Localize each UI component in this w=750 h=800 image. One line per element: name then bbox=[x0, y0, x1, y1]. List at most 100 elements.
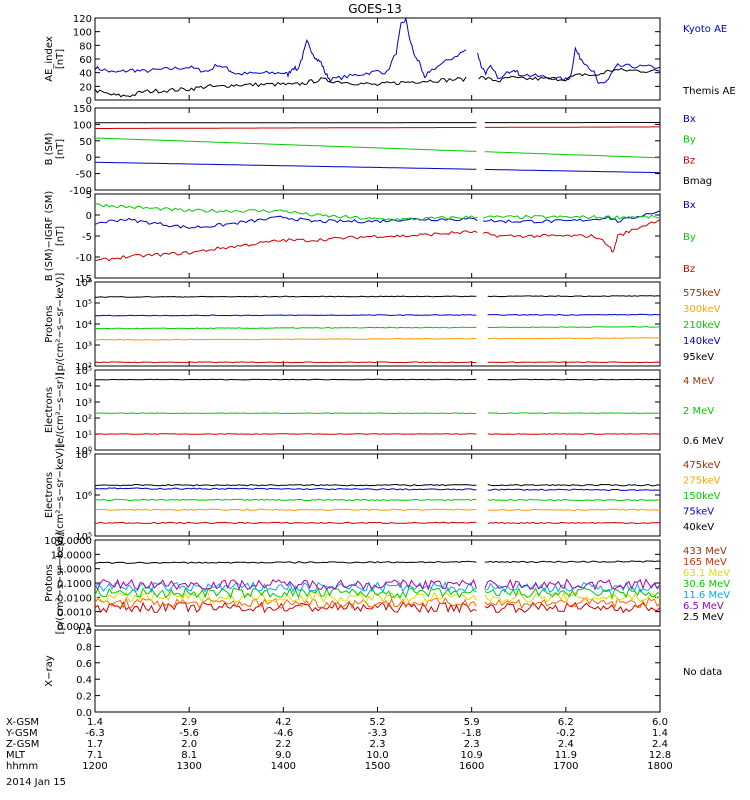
legend-entry: 4 MeV bbox=[683, 376, 714, 387]
y-tick-label: 0.0100 bbox=[57, 593, 92, 604]
y-tick-label: -10 bbox=[76, 253, 92, 264]
y-axis-label: [p/(cm²−s−sr−keV)] bbox=[55, 532, 66, 635]
panel-frame bbox=[94, 107, 661, 191]
y-tick-label: 10² bbox=[75, 362, 92, 373]
y-tick-label: 40 bbox=[79, 69, 92, 80]
orbit-value: 12.8 bbox=[649, 750, 671, 761]
y-axis-label: Protons bbox=[44, 564, 55, 601]
orbit-value: 1200 bbox=[82, 761, 107, 772]
orbit-value: 7.1 bbox=[87, 750, 103, 761]
y-axis-label: [nT] bbox=[55, 49, 66, 69]
orbit-value: 1.4 bbox=[87, 717, 103, 728]
series-line-2.5-mev bbox=[94, 560, 661, 565]
orbit-value: 1400 bbox=[271, 761, 296, 772]
orbit-value: 6.0 bbox=[652, 717, 668, 728]
y-tick-label: 0.0010 bbox=[57, 608, 92, 619]
y-tick-label: 0.4 bbox=[76, 675, 92, 686]
series-line-4-mev bbox=[94, 433, 661, 435]
y-tick-label: 5 bbox=[86, 190, 92, 201]
y-tick-label: 10² bbox=[75, 414, 92, 425]
y-tick-label: 100 bbox=[73, 28, 92, 39]
y-tick-label: 0.2 bbox=[76, 692, 92, 703]
orbit-value: -5.6 bbox=[179, 728, 199, 739]
orbit-value: 1700 bbox=[553, 761, 578, 772]
y-tick-label: 10³ bbox=[75, 398, 92, 409]
orbit-value: -1.8 bbox=[462, 728, 482, 739]
y-axis-label: [e/(cm²−s−sr)] bbox=[55, 372, 66, 448]
y-tick-label: 0.0 bbox=[76, 708, 92, 719]
series-line-2-mev bbox=[94, 412, 661, 415]
series-line-kyoto-ae bbox=[94, 16, 661, 85]
legend-entry: Bz bbox=[683, 264, 695, 275]
legend-entry: 150keV bbox=[683, 491, 721, 502]
legend-entry: Bx bbox=[683, 200, 696, 211]
legend-entry: 140keV bbox=[683, 336, 721, 347]
legend-entry: 63.1 MeV bbox=[683, 568, 730, 579]
legend-entry: Kyoto AE bbox=[683, 24, 727, 35]
series-line-0.6-mev bbox=[94, 378, 661, 381]
orbit-value: 1300 bbox=[176, 761, 201, 772]
y-axis-label: AE_index bbox=[44, 36, 55, 82]
series-line-575kev bbox=[94, 361, 661, 364]
y-axis-label: Protons bbox=[44, 305, 55, 342]
orbit-value: 9.0 bbox=[275, 750, 291, 761]
orbit-value: 1600 bbox=[459, 761, 484, 772]
y-tick-label: 0 bbox=[86, 153, 92, 164]
y-tick-label: 20 bbox=[79, 82, 92, 93]
series-line-275kev bbox=[94, 508, 661, 511]
y-tick-label: -15 bbox=[76, 274, 92, 285]
orbit-value: 1.4 bbox=[652, 728, 668, 739]
y-tick-label: 10⁵ bbox=[75, 366, 92, 377]
y-tick-label: 10⁴ bbox=[75, 382, 92, 393]
y-tick-label: 0.6 bbox=[76, 659, 92, 670]
y-axis-label: B (SM)−IGRF (SM) bbox=[44, 191, 55, 282]
legend-entry: 475keV bbox=[683, 460, 721, 471]
y-tick-label: 100 bbox=[73, 120, 92, 131]
y-tick-label: 1.0 bbox=[76, 626, 92, 637]
legend-entry: Bmag bbox=[683, 176, 712, 187]
legend-entry: 575keV bbox=[683, 288, 721, 299]
orbit-value: 8.1 bbox=[181, 750, 197, 761]
orbit-value: 10.0 bbox=[366, 750, 388, 761]
orbit-value: -3.3 bbox=[368, 728, 388, 739]
panel-frame bbox=[94, 281, 661, 367]
orbit-row-label: Z-GSM bbox=[6, 739, 39, 750]
y-tick-label: 10⁰ bbox=[75, 446, 92, 457]
legend-entry: Bx bbox=[683, 114, 696, 125]
orbit-value: 10.9 bbox=[461, 750, 483, 761]
y-tick-label: 0 bbox=[86, 211, 92, 222]
legend-entry: Bz bbox=[683, 155, 695, 166]
y-tick-label: 10⁶ bbox=[75, 491, 92, 502]
y-tick-label: 10⁵ bbox=[75, 299, 92, 310]
orbit-value: -6.3 bbox=[85, 728, 105, 739]
legend-entry: 40keV bbox=[683, 522, 714, 533]
panel-frame bbox=[94, 369, 661, 451]
y-axis-label: B (SM) bbox=[44, 132, 55, 165]
series-line-bx bbox=[94, 210, 661, 229]
orbit-value: 5.2 bbox=[370, 717, 386, 728]
y-tick-label: 0.1000 bbox=[57, 579, 92, 590]
orbit-value: 2.9 bbox=[181, 717, 197, 728]
series-line-475kev bbox=[94, 521, 661, 525]
legend-entry: 11.6 MeV bbox=[683, 590, 730, 601]
series-line-bz bbox=[95, 126, 660, 129]
panel-electrons2: 10⁷ 10⁶ 10⁵ Electrons [e/(cm²−s−sr−keV)] 475k… bbox=[44, 444, 721, 547]
y-tick-label: 10.0000 bbox=[51, 550, 92, 561]
series-line-300kev bbox=[94, 337, 660, 341]
orbit-row-label: X-GSM bbox=[6, 717, 39, 728]
orbit-value: 2.4 bbox=[558, 739, 574, 750]
y-tick-label: 10⁴ bbox=[75, 320, 92, 331]
series-line-by bbox=[94, 203, 661, 222]
series-line-63.1-mev bbox=[94, 591, 661, 604]
orbit-value: 1500 bbox=[365, 761, 390, 772]
y-tick-label: 80 bbox=[79, 41, 92, 52]
date-label: 2014 Jan 15 bbox=[6, 777, 66, 788]
series-line-30.6-mev bbox=[94, 587, 660, 600]
panel-electrons1: 10⁵ 10⁴ 10³ 10² 10¹ 10⁰ Electrons [e/(cm²−s−sr)… bbox=[44, 366, 724, 457]
legend-entry: By bbox=[683, 232, 696, 243]
orbit-row-label: Y-GSM bbox=[5, 728, 38, 739]
panel-protons1: 10⁶ 10⁵ 10⁴ 10³ 10² Protons [p/(cm²−s−sr−keV)]… bbox=[44, 273, 721, 376]
panel-bsm: 150 100 50 0 -50 -100 B (SM) [nT] Bx By Bz Bmag bbox=[44, 104, 712, 197]
legend-entry: 30.6 MeV bbox=[683, 579, 730, 590]
